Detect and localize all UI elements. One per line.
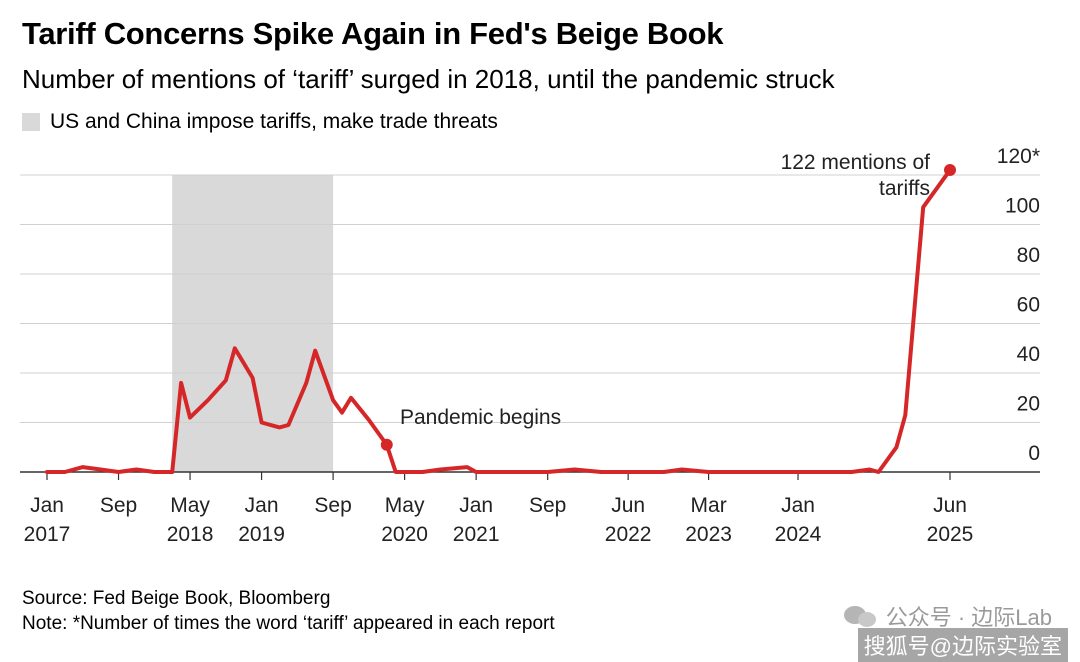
annotation-label: tariffs — [879, 177, 930, 200]
x-tick-year-label: 2022 — [605, 523, 652, 546]
source-text: Source: Fed Beige Book, Bloomberg — [22, 588, 331, 609]
watermark: 公众号 · 边际Lab — [843, 600, 1052, 632]
x-tick-year-label: 2025 — [927, 523, 974, 546]
y-tick-label: 100 — [1005, 195, 1040, 218]
x-tick-label: Sep — [100, 494, 137, 517]
legend-swatch — [22, 113, 40, 131]
x-tick-label: Jan — [459, 494, 493, 517]
y-tick-label: 60 — [1017, 294, 1040, 317]
legend: US and China impose tariffs, make trade … — [22, 110, 498, 134]
x-tick-year-label: 2019 — [238, 523, 285, 546]
x-tick-year-label: 2021 — [453, 523, 500, 546]
wechat-icon — [843, 604, 878, 628]
y-tick-label: 40 — [1017, 343, 1040, 366]
x-tick-year-label: 2020 — [381, 523, 428, 546]
annotation-point — [944, 164, 956, 177]
x-tick-label: Jun — [611, 494, 645, 517]
x-tick-year-label: 2023 — [685, 523, 732, 546]
note-text: Note: *Number of times the word ‘tariff’… — [22, 613, 555, 634]
chart-subtitle: Number of mentions of ‘tariff’ surged in… — [22, 64, 835, 94]
footer: Source: Fed Beige Book, Bloomberg Note: … — [22, 586, 555, 636]
x-tick-label: Sep — [314, 494, 351, 517]
annotation-point — [380, 438, 393, 451]
x-tick-label: Jun — [933, 494, 967, 517]
chart-title: Tariff Concerns Spike Again in Fed's Bei… — [22, 16, 724, 51]
credit-text: 搜狐号@边际实验室 — [857, 628, 1068, 662]
x-tick-label: May — [170, 494, 210, 517]
x-tick-label: Sep — [529, 494, 566, 517]
x-tick-label: Jan — [245, 494, 279, 517]
annotation-label: Pandemic begins — [400, 406, 561, 429]
annotation-label: 122 mentions of — [781, 151, 931, 174]
y-tick-label: 120* — [997, 145, 1040, 168]
x-tick-label: Mar — [691, 494, 727, 517]
x-tick-label: Jan — [30, 494, 64, 517]
x-tick-year-label: 2017 — [24, 523, 71, 546]
x-tick-label: Jan — [781, 494, 815, 517]
x-tick-year-label: 2024 — [775, 523, 822, 546]
legend-label: US and China impose tariffs, make trade … — [50, 110, 498, 133]
y-tick-label: 80 — [1017, 244, 1040, 267]
watermark-text: 公众号 · 边际Lab — [885, 605, 1052, 630]
x-tick-label: May — [385, 494, 425, 517]
series-line — [45, 168, 952, 474]
y-tick-label: 0 — [1028, 442, 1040, 465]
y-tick-label: 20 — [1017, 393, 1040, 416]
x-tick-year-label: 2018 — [167, 523, 214, 546]
